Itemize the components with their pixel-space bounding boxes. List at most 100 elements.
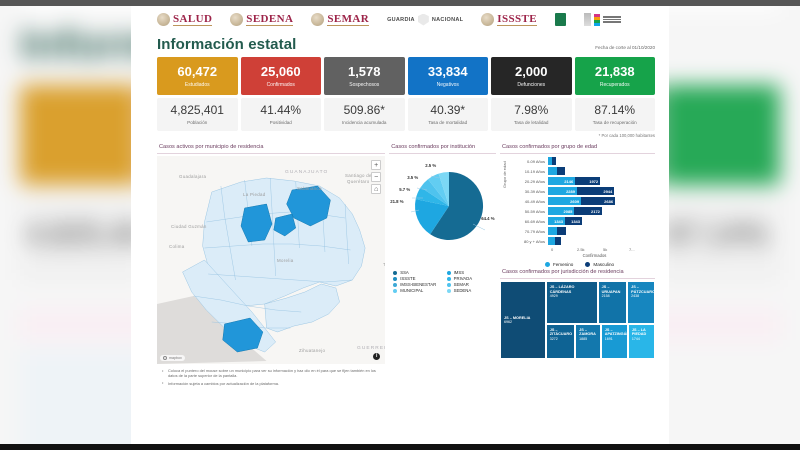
- logo-label: GUARDIA: [387, 16, 415, 23]
- legend-item-imss[interactable]: IMSS: [446, 270, 496, 275]
- lower-grid: Casos activos por municipio de residenci…: [131, 138, 669, 388]
- age-bar-femenino[interactable]: 2146: [548, 177, 576, 185]
- treemap-cell-name: JS – MORELIA: [504, 315, 531, 320]
- stat-card-estudiados[interactable]: 60,472 Estudiados: [157, 57, 238, 95]
- treemap-cell[interactable]: JS – PÁTZCUARO 2438: [627, 281, 655, 324]
- stat-card-sospechosos[interactable]: 1,578 Sospechosos: [324, 57, 405, 95]
- age-bar-row[interactable]: 70-79 Años: [514, 226, 655, 236]
- treemap-cell[interactable]: JS – MORELIA 6962: [500, 281, 546, 359]
- treemap-cell[interactable]: JS – ZAMORA 1885: [575, 323, 601, 359]
- age-bar-femenino[interactable]: [548, 237, 555, 245]
- pie-percent-label: 2.5 %: [425, 163, 437, 168]
- jurisdiction-treemap[interactable]: JS – MORELIA 6962 JS – LÁZARO CÁRDENAS 4929…: [500, 281, 655, 359]
- treemap-cell-value: 3272: [549, 337, 558, 342]
- rate-label: Población: [187, 120, 208, 125]
- age-bar-femenino[interactable]: 2085: [548, 207, 575, 215]
- stat-value: 21,838: [594, 63, 635, 79]
- bottom-letterbox-bar: [0, 444, 800, 450]
- zoom-out-button[interactable]: −: [371, 172, 382, 182]
- treemap-cell[interactable]: JS – LA PIEDAD 1744: [627, 323, 655, 359]
- map-label: Guadalajara: [179, 174, 207, 179]
- stat-card-confirmados[interactable]: 25,060 Confirmados: [240, 57, 321, 95]
- pie-section-title: Casos confirmados por institución: [389, 141, 496, 154]
- legend-swatch: [393, 270, 398, 275]
- stat-card-negativos[interactable]: 33,834 Negativos: [407, 57, 488, 95]
- treemap-cell[interactable]: JS – URUAPAN 2158: [597, 281, 628, 324]
- legend-item-imss-bienestar[interactable]: IMSS-BIENESTAR: [393, 282, 442, 287]
- age-bar-masculino[interactable]: [557, 227, 566, 235]
- treemap-cell[interactable]: JS – APATZINGÁN 1691: [600, 323, 628, 359]
- legend-swatch: [446, 282, 451, 287]
- age-bar-row[interactable]: 0-09 Años: [514, 156, 655, 166]
- zoom-in-button[interactable]: +: [371, 160, 382, 170]
- right-column: Casos confirmados por grupo de edad Grup…: [500, 141, 655, 388]
- treemap-cell[interactable]: JS – LÁZARO CÁRDENAS 4929: [545, 281, 598, 324]
- logo-semar: SEMAR: [311, 13, 370, 26]
- age-bar-masculino[interactable]: [552, 157, 557, 165]
- age-bar-row[interactable]: 80 y + Años: [514, 236, 655, 246]
- age-bar-row[interactable]: 10-19 Años: [514, 166, 655, 176]
- emblem-icon: [555, 13, 566, 26]
- age-bar-row[interactable]: 20-29 Años 2146 1972: [514, 176, 655, 186]
- map-label: Salamanca: [297, 186, 322, 191]
- age-bar-femenino[interactable]: 2609: [548, 197, 582, 205]
- footnotes: Coloca el puntero del mouse sobre un mun…: [157, 364, 385, 387]
- map-label: Morelia: [277, 258, 294, 263]
- age-bar-row[interactable]: 50-59 Años 2085 2172: [514, 206, 655, 216]
- stat-card-defunciones[interactable]: 2,000 Defunciones: [491, 57, 572, 95]
- age-bar-masculino[interactable]: [554, 237, 561, 245]
- age-bar-femenino[interactable]: [548, 227, 557, 235]
- logo-label: ISSSTE: [497, 13, 537, 26]
- rate-label: Tasa de letalidad: [514, 120, 549, 125]
- legend-item-sedena[interactable]: SEDENA: [446, 288, 496, 293]
- treemap-cell[interactable]: JS – ZITÁCUARO 3272: [545, 323, 576, 359]
- legend-label: ISSSTE: [400, 276, 416, 281]
- wordmark-icon: [603, 16, 621, 23]
- age-bar-masculino[interactable]: 2172: [574, 207, 602, 215]
- reset-view-button[interactable]: ⌂: [371, 184, 382, 194]
- map-attribution[interactable]: mapbox: [160, 355, 185, 361]
- rate-card-incidencia: 509.86* Incidencia acumulada: [324, 98, 405, 131]
- legend-item-privada[interactable]: PRIVADA: [446, 276, 496, 281]
- legend-item-masculino[interactable]: Masculino: [585, 262, 614, 267]
- legend-item-semar[interactable]: SEMAR: [446, 282, 496, 287]
- stat-label: Negativos: [436, 81, 459, 88]
- map-zoom-controls: + − ⌂: [371, 160, 382, 194]
- rate-value: 41.44%: [260, 103, 302, 117]
- stat-card-recuperados[interactable]: 21,838 Recuperados: [574, 57, 655, 95]
- age-bar-femenino[interactable]: 1343: [548, 217, 565, 225]
- age-bar-masculino[interactable]: 1972: [575, 177, 601, 185]
- legend-item-municipal[interactable]: MUNICIPAL: [393, 288, 442, 293]
- age-bar-row[interactable]: 40-49 Años 2609 2686: [514, 196, 655, 206]
- age-bar-masculino[interactable]: [556, 167, 565, 175]
- map-label: GUANAJUATO: [285, 170, 329, 175]
- info-icon[interactable]: i: [373, 353, 381, 360]
- age-bar-row[interactable]: 60-69 Años 1343 1343: [514, 216, 655, 226]
- age-bar-femenino[interactable]: [548, 167, 557, 175]
- legend-item-issste[interactable]: ISSSTE: [393, 276, 442, 281]
- legend-item-ssa[interactable]: SSA: [393, 270, 442, 275]
- legend-label: MUNICIPAL: [400, 288, 424, 293]
- shield-icon: [417, 13, 429, 26]
- age-bar-masculino[interactable]: 2944: [576, 187, 615, 195]
- legend-label: Femenino: [552, 262, 574, 267]
- rate-card-recuperacion: 87.14% Tasa de recuperación: [574, 98, 655, 131]
- age-category-label: 80 y + Años: [523, 238, 545, 244]
- stat-value: 2,000: [514, 63, 548, 79]
- age-bar-masculino[interactable]: 2686: [581, 197, 616, 205]
- age-bar-femenino[interactable]: 2289: [548, 187, 577, 195]
- stat-value: 1,578: [347, 63, 381, 79]
- footnote-item: Información sujeta a cambios por actuali…: [161, 380, 385, 386]
- age-bar-femenino[interactable]: [548, 157, 553, 165]
- seal-icon: [230, 13, 244, 26]
- institution-pie-chart[interactable]: 2.5 % 3.5 % 5.7 % 21.8 % 64.4 %: [389, 156, 496, 268]
- legend-swatch: [446, 270, 451, 275]
- age-x-tick: 5k: [603, 247, 608, 252]
- legend-item-femenino[interactable]: Femenino: [544, 262, 574, 267]
- dashboard-panel: SALUD SEDENA SEMAR GUARDIA NACIONAL ISSS…: [131, 0, 669, 450]
- age-bar-masculino[interactable]: 1343: [565, 217, 582, 225]
- age-group-chart[interactable]: Grupo de edad 0-09 Años 10-19 Años 20-29 A…: [500, 156, 655, 267]
- legend-label: SEDENA: [453, 288, 472, 293]
- age-bar-row[interactable]: 30-39 Años 2289 2944: [514, 186, 655, 196]
- municipality-map[interactable]: Guadalajara GUANAJUATO Santiago de Queré…: [157, 156, 386, 364]
